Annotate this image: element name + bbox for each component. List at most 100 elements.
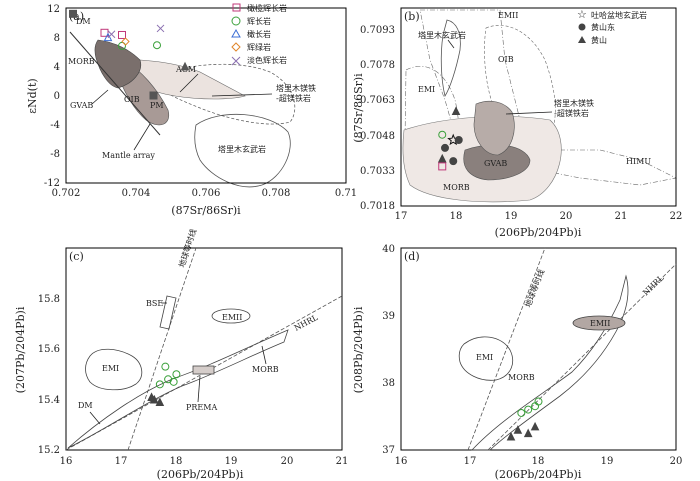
point-a-5-0 (69, 9, 77, 18)
label-emii-c: EMII (222, 313, 242, 322)
arrow-dm-c (89, 411, 101, 425)
x-tick-d-2: 18 (532, 456, 545, 467)
label-emii-b: EMII (498, 11, 518, 20)
arrow-tarim-basalt-b (447, 39, 455, 49)
label-morb-a: MORB (68, 57, 95, 66)
label-pm-a: PM (150, 101, 164, 110)
x-tick-d-1: 17 (464, 456, 477, 467)
mantle-array-line (69, 31, 161, 136)
arrow-gvab (91, 89, 109, 105)
y-tick-d-2: 38 (382, 378, 395, 389)
legend-text-a-3: 辉绿岩 (247, 42, 271, 52)
label-tarim-basalt-b: 塔里木玄武岩 (418, 30, 466, 40)
label-emii-d: EMII (590, 319, 610, 328)
x-tick-b-4: 21 (615, 211, 628, 222)
point-b-2-0 (451, 106, 461, 115)
point-c-0-0 (155, 380, 164, 389)
marks-d (506, 397, 543, 441)
x-ticks-d: 16 17 18 19 20 (395, 456, 683, 467)
label-dm-c: DM (78, 401, 93, 410)
x-tick-b-2: 19 (505, 211, 518, 222)
point-a-1-0 (118, 41, 126, 50)
legend-text-b-1: 黄山东 (591, 22, 615, 32)
arrow-morb-c (261, 345, 267, 365)
legend-sym-a-3 (231, 42, 241, 52)
label-himu-b: HIMU (626, 157, 651, 166)
y-tick-c-0: 15.8 (38, 294, 60, 305)
x-tick-d-3: 19 (601, 456, 614, 467)
label-geochron-d: 地球等时线 (523, 268, 547, 309)
label-dm-a: DM (76, 17, 91, 26)
x-tick-a-3: 0.708 (262, 188, 291, 199)
legend-sym-a-2 (231, 28, 241, 38)
y-tick-c-1: 15.6 (38, 344, 60, 355)
point-c-1-1 (150, 394, 159, 404)
y-tick-c-2: 15.4 (38, 395, 60, 406)
xlabel-d: (206Pb/204Pb)i (495, 468, 582, 481)
y-tick-b-2: 0.7063 (360, 95, 395, 106)
marks-a (69, 9, 190, 100)
field-morb-c (67, 329, 289, 449)
field-bse (159, 295, 177, 330)
field-emii-d (572, 315, 626, 331)
label-emi-b: EMI (418, 85, 435, 94)
point-d-0-0 (517, 408, 526, 417)
label-morb-b: MORB (443, 183, 470, 192)
point-c-0-4 (161, 362, 170, 371)
x-tick-b-1: 18 (450, 211, 463, 222)
nhrl-line-d (487, 263, 677, 451)
field-emi-c (85, 348, 143, 391)
y-tick-b-1: 0.7078 (360, 60, 395, 71)
point-b-1-0 (441, 143, 449, 152)
x-ticks-a: 0.702 0.704 0.706 0.708 0.71 (52, 188, 357, 199)
y-tick-d-3: 37 (382, 445, 395, 456)
label-mantle-a: Mantle array (102, 151, 155, 160)
axes-a (65, 7, 347, 184)
x-tick-b-0: 17 (395, 211, 408, 222)
y-tick-b-4: 0.7033 (360, 166, 395, 177)
label-morb-d: MORB (508, 373, 535, 382)
xlabel-c: (206Pb/204Pb)i (157, 468, 244, 481)
point-a-7-0 (149, 91, 158, 100)
panel-d: 16 17 18 19 20 40 39 38 37 (206Pb/204Pb)… (352, 244, 682, 481)
field-morb-d (471, 274, 629, 451)
x-tick-c-1: 17 (115, 456, 128, 467)
label-emi-c: EMI (102, 364, 119, 373)
point-b-2-1 (437, 153, 447, 163)
point-b-1-1 (449, 157, 458, 166)
legend-text-a-2: 橄长岩 (247, 29, 271, 39)
y-tick-a-5: -8 (50, 149, 60, 160)
point-d-1-2 (523, 428, 533, 438)
geochron-line-d (467, 247, 546, 451)
x-tick-c-4: 20 (281, 456, 294, 467)
label-nhrl-d: NHRL (641, 273, 666, 298)
arrow-tarim-ultra-b (505, 111, 553, 115)
legend-sym-b-0: ☆ (577, 8, 587, 21)
label-oib-a: OIB (124, 95, 140, 104)
label-prema: PREMA (186, 403, 217, 412)
xlabel-a: (87Sr/86Sr)i (171, 204, 241, 217)
point-c-1-2 (155, 397, 165, 407)
arrow-mantle (133, 123, 151, 151)
y-ticks-a: 12 8 4 0 -4 -8 -12 (44, 4, 60, 189)
point-a-4-1 (156, 24, 165, 33)
x-tick-d-4: 20 (670, 456, 683, 467)
point-b-1-2 (454, 136, 463, 144)
legend-sym-b-2 (578, 36, 586, 43)
legend-a: 橄榄辉长岩 辉长岩 橄长岩 辉绿岩 淡色辉长岩 (231, 3, 287, 66)
ylabel-d: (208Pb/204Pb)i (352, 306, 365, 393)
x-tick-b-3: 20 (560, 211, 573, 222)
y-tick-a-6: -12 (44, 178, 60, 189)
xlabel-b: (206Pb/204Pb)i (495, 226, 582, 239)
y-tick-c-3: 15.2 (38, 445, 60, 456)
point-a-6-0 (180, 61, 190, 71)
y-tick-a-3: 0 (54, 91, 60, 102)
y-ticks-b: 0.7093 0.7078 0.7063 0.7048 0.7033 0.701… (360, 25, 395, 212)
ylabel-a: εNd(t) (26, 78, 39, 113)
label-tarim-ultra-a-1: 塔里木镁铁 (276, 83, 316, 93)
x-tick-c-5: 21 (336, 456, 349, 467)
x-ticks-c: 16 17 18 19 20 21 (60, 456, 349, 467)
label-tarim-ultra-a-2: -超镁铁岩 (276, 93, 311, 103)
ylabel-c: (207Pb/204Pb)i (14, 306, 27, 393)
